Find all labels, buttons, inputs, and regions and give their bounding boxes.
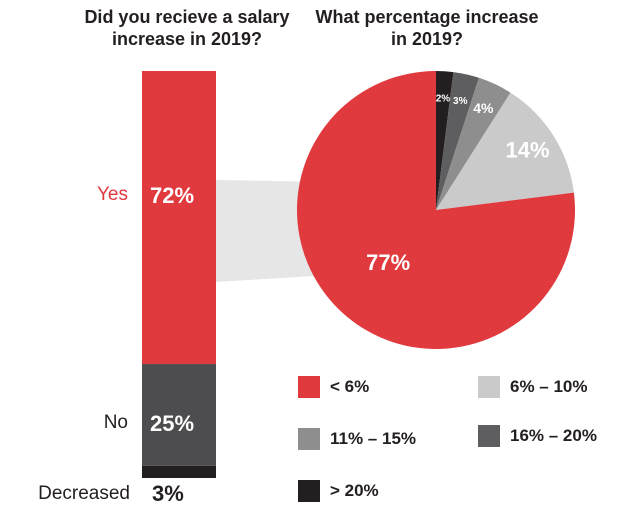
bar-segment-no	[142, 364, 216, 466]
pie-slice-11-15	[436, 77, 511, 210]
pie-label-11-15: 4%	[473, 100, 494, 116]
legend-item-11-15: 11% – 15%	[298, 428, 416, 450]
bar-segment-decreased	[142, 465, 216, 478]
bar-value-label-yes: 72%	[150, 183, 195, 208]
pie-slice-lt6	[296, 71, 575, 349]
legend-item-lt6: < 6%	[298, 376, 369, 398]
legend-swatch-16-20	[478, 425, 500, 447]
pie-label-16-20: 3%	[453, 96, 468, 107]
pie-label-lt6: 77%	[366, 250, 410, 275]
legend-item-gt20: > 20%	[298, 480, 379, 502]
legend-swatch-11-15	[298, 428, 320, 450]
bar-value-label-decreased: 3%	[152, 481, 184, 506]
legend-swatch-6-10	[478, 376, 500, 398]
legend-label-6-10: 6% – 10%	[510, 377, 588, 396]
bar-category-label-no: No	[103, 412, 128, 433]
legend-swatch-gt20	[298, 480, 320, 502]
legend-label-11-15: 11% – 15%	[330, 429, 417, 448]
pie-chart-title: What percentage increase in 2019?	[315, 7, 539, 49]
pie-slice-gt20	[436, 71, 454, 210]
legend-label-16-20: 16% – 20%	[510, 426, 597, 445]
legend-item-6-10: 6% – 10%	[478, 376, 588, 398]
pie-slice-6-10	[436, 92, 574, 210]
legend-swatch-lt6	[298, 376, 320, 398]
pie-label-gt20: 2%	[436, 94, 451, 105]
legend-label-gt20: > 20%	[330, 481, 379, 500]
pie: 2% 3% 4% 14% 77%	[296, 71, 575, 349]
legend-label-lt6: < 6%	[330, 377, 370, 396]
bar-category-label-decreased: Decreased	[38, 483, 130, 504]
legend-item-16-20: 16% – 20%	[478, 425, 597, 447]
bar-category-label-yes: Yes	[97, 184, 128, 205]
pie-slice-16-20	[436, 72, 479, 210]
pie-label-6-10: 14%	[506, 138, 550, 163]
bar-value-label-no: 25%	[150, 411, 195, 436]
bar-segment-yes	[142, 71, 216, 365]
bar-chart-title: Did you recieve a salary increase in 201…	[84, 7, 290, 49]
stacked-bar	[142, 71, 216, 478]
